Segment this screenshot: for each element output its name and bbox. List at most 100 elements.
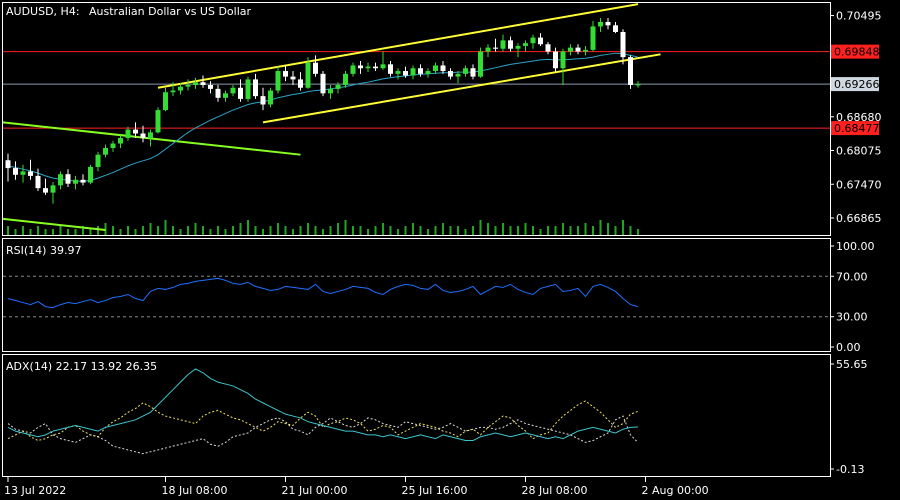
bull-candle[interactable] — [193, 82, 198, 85]
bull-candle[interactable] — [155, 110, 161, 133]
bear-candle[interactable] — [358, 65, 363, 69]
bull-candle[interactable] — [590, 26, 596, 50]
bear-candle[interactable] — [28, 171, 33, 176]
bear-candle[interactable] — [208, 84, 213, 89]
bear-candle[interactable] — [43, 188, 48, 193]
bear-candle[interactable] — [508, 40, 513, 49]
bear-candle[interactable] — [628, 57, 633, 85]
bear-candle[interactable] — [253, 79, 258, 97]
bull-candle[interactable] — [110, 143, 116, 148]
bull-candle[interactable] — [125, 129, 131, 138]
bear-candle[interactable] — [298, 79, 303, 88]
adx-line[interactable] — [7, 368, 639, 442]
bull-candle[interactable] — [500, 40, 506, 49]
bear-candle[interactable] — [553, 51, 558, 69]
bear-candle[interactable] — [80, 179, 86, 183]
trend-line[interactable] — [2, 217, 106, 231]
bear-candle[interactable] — [140, 133, 146, 138]
bull-candle[interactable] — [73, 179, 78, 184]
rsi-plot-area[interactable] — [3, 275, 830, 318]
bear-candle[interactable] — [260, 96, 266, 105]
bull-candle[interactable] — [523, 43, 528, 46]
bear-candle[interactable] — [65, 174, 71, 184]
bear-candle[interactable] — [200, 82, 206, 85]
bear-candle[interactable] — [613, 25, 618, 32]
bull-candle[interactable] — [598, 21, 603, 27]
bull-candle[interactable] — [328, 88, 333, 94]
bear-candle[interactable] — [5, 160, 11, 169]
bull-candle[interactable] — [118, 137, 123, 144]
bear-candle[interactable] — [440, 65, 446, 72]
bull-candle[interactable] — [275, 71, 281, 91]
bull-candle[interactable] — [343, 73, 348, 85]
rsi-line[interactable] — [7, 277, 639, 309]
bull-candle[interactable] — [560, 51, 566, 69]
di-plus-line[interactable] — [7, 400, 639, 442]
bear-candle[interactable] — [133, 129, 138, 134]
bear-candle[interactable] — [493, 47, 498, 49]
bull-candle[interactable] — [380, 64, 386, 69]
di-minus-line[interactable] — [7, 415, 639, 455]
trend-line[interactable] — [2, 121, 301, 156]
bull-candle[interactable] — [365, 66, 371, 69]
bull-candle[interactable] — [148, 132, 153, 138]
bear-candle[interactable] — [575, 47, 581, 52]
bull-candle[interactable] — [178, 86, 183, 91]
bull-candle[interactable] — [395, 71, 401, 74]
bull-candle[interactable] — [20, 171, 26, 175]
bull-candle[interactable] — [185, 84, 191, 87]
bear-candle[interactable] — [13, 168, 18, 175]
bull-candle[interactable] — [485, 47, 491, 52]
bull-candle[interactable] — [515, 45, 521, 49]
bull-candle[interactable] — [245, 79, 251, 99]
bear-candle[interactable] — [215, 88, 221, 98]
bear-candle[interactable] — [290, 76, 296, 80]
volume-bar — [554, 226, 557, 235]
bull-candle[interactable] — [230, 87, 236, 94]
bear-candle[interactable] — [238, 87, 243, 99]
channel-line[interactable] — [262, 53, 661, 124]
bear-candle[interactable] — [448, 71, 453, 77]
bear-candle[interactable] — [418, 68, 423, 74]
bull-candle[interactable] — [305, 62, 311, 88]
bull-candle[interactable] — [88, 166, 93, 183]
bull-candle[interactable] — [635, 84, 641, 86]
bull-candle[interactable] — [350, 65, 356, 74]
bull-candle[interactable] — [58, 174, 63, 186]
bear-candle[interactable] — [320, 73, 326, 94]
bull-candle[interactable] — [433, 65, 438, 72]
volume-bar — [487, 223, 489, 235]
channel-line[interactable] — [157, 3, 639, 89]
bear-candle[interactable] — [620, 32, 626, 58]
adx-tick-label: -0.13 — [836, 463, 864, 476]
adx-plot-area[interactable] — [7, 368, 639, 455]
bull-candle[interactable] — [410, 68, 416, 76]
bear-candle[interactable] — [403, 71, 408, 76]
bear-candle[interactable] — [538, 37, 543, 45]
bear-candle[interactable] — [313, 62, 318, 74]
bull-candle[interactable] — [425, 71, 431, 74]
bull-candle[interactable] — [335, 84, 341, 89]
main-plot-area[interactable] — [2, 3, 830, 235]
bull-candle[interactable] — [463, 68, 468, 74]
bear-candle[interactable] — [35, 175, 41, 189]
bear-candle[interactable] — [545, 44, 551, 52]
bull-candle[interactable] — [530, 37, 536, 44]
bull-candle[interactable] — [455, 73, 461, 77]
bull-candle[interactable] — [103, 148, 108, 155]
bear-candle[interactable] — [388, 64, 393, 74]
bull-candle[interactable] — [95, 154, 101, 167]
bear-candle[interactable] — [283, 71, 288, 77]
bull-candle[interactable] — [478, 51, 483, 77]
bull-candle[interactable] — [583, 49, 588, 52]
bull-candle[interactable] — [568, 47, 573, 52]
bear-candle[interactable] — [605, 21, 611, 26]
bull-candle[interactable] — [223, 93, 228, 98]
bear-candle[interactable] — [373, 66, 378, 69]
bull-candle[interactable] — [163, 92, 168, 111]
bull-candle[interactable] — [170, 90, 176, 93]
bull-candle[interactable] — [268, 90, 273, 105]
bear-candle[interactable] — [470, 68, 476, 77]
bull-candle[interactable] — [50, 185, 56, 193]
